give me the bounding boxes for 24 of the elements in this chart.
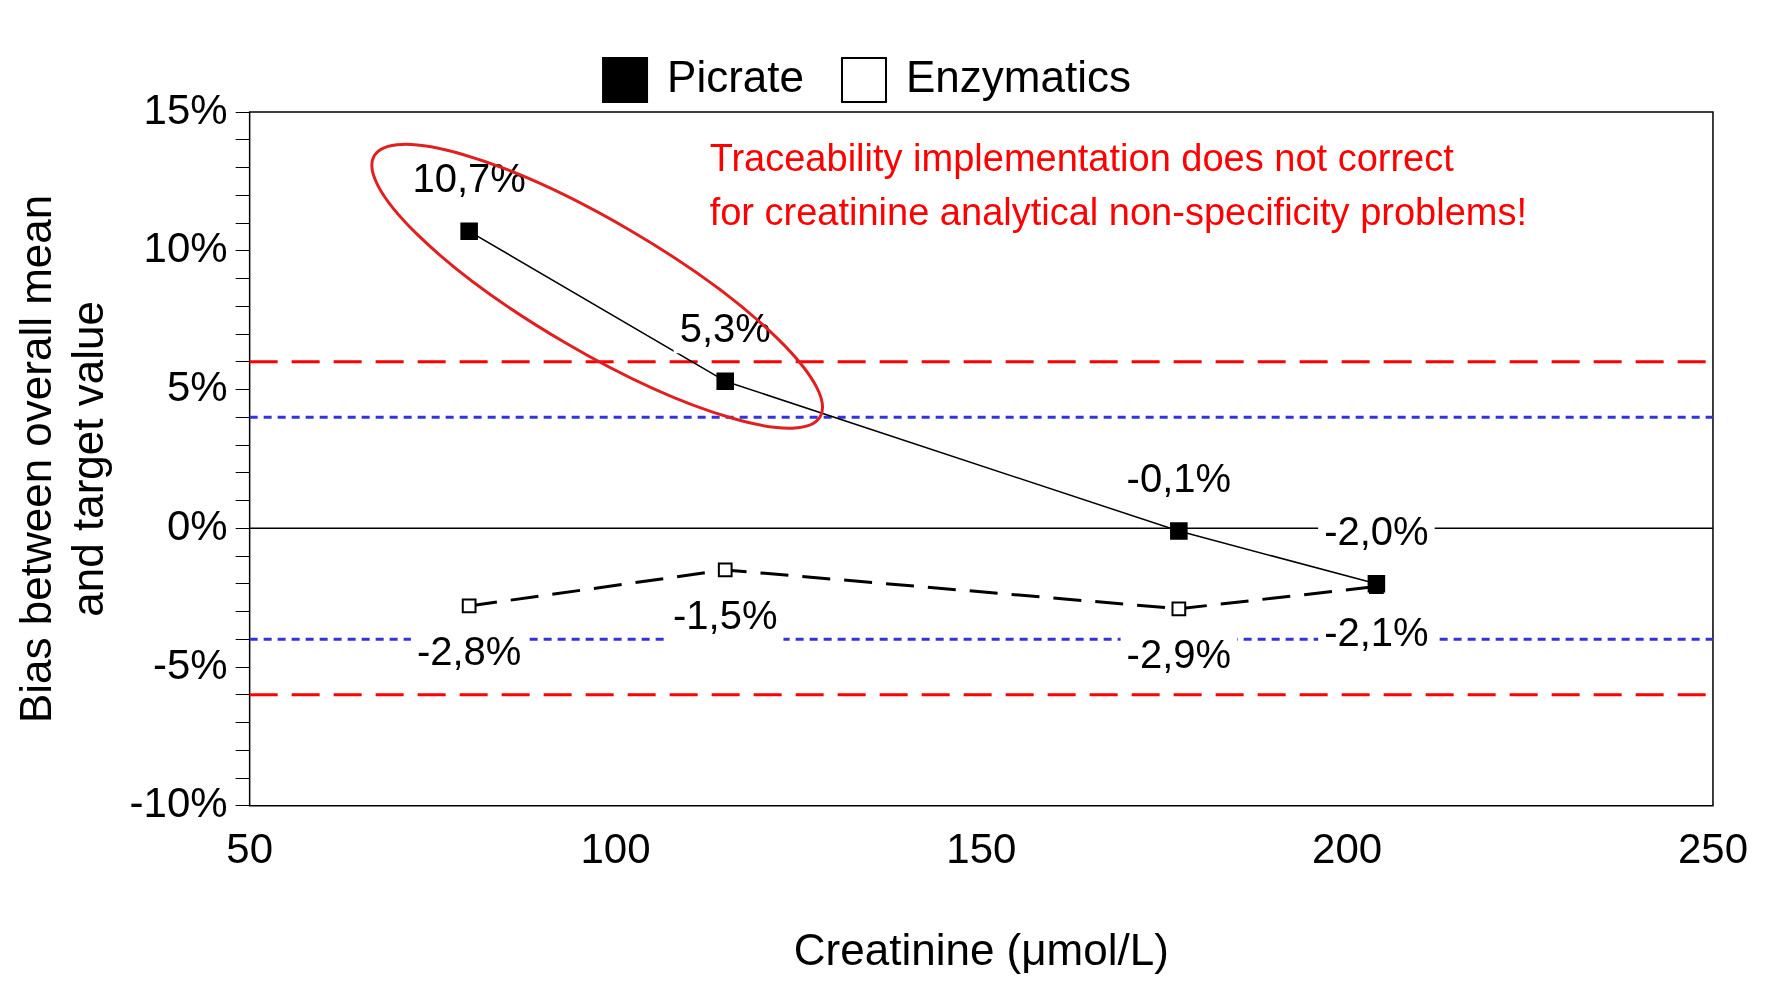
x-axis-title: Creatinine (μmol/L) bbox=[793, 924, 1169, 974]
x-tick-label: 250 bbox=[1677, 824, 1748, 872]
data-label: -2,1% bbox=[1324, 609, 1429, 654]
data-label: -0,1% bbox=[1126, 456, 1232, 501]
data-label: -1,5% bbox=[672, 592, 778, 637]
x-tick-label: 100 bbox=[580, 824, 651, 872]
y-tick-label: 0% bbox=[166, 501, 228, 549]
y-tick-label: 15% bbox=[143, 85, 228, 133]
data-label: 10,7% bbox=[412, 156, 526, 201]
data-label: -2,0% bbox=[1324, 508, 1429, 553]
annotation: Traceability implementation does not correct for creatinine analytical non-specificity problems! bbox=[709, 137, 1528, 234]
y-tick-label: -5% bbox=[152, 640, 228, 688]
y-tick-label: 5% bbox=[166, 363, 228, 411]
legend-label: Picrate bbox=[667, 52, 805, 102]
data-label: 5,3% bbox=[679, 306, 771, 351]
data-label: -2,9% bbox=[1126, 631, 1232, 676]
legend-label: Enzymatics bbox=[906, 52, 1131, 102]
y-tick-label: -10% bbox=[129, 779, 228, 827]
data-label: -2,8% bbox=[416, 629, 522, 674]
x-tick-label: 200 bbox=[1312, 824, 1383, 872]
y-axis-title: Bias between overall mean and target value bbox=[10, 194, 113, 724]
x-tick-label: 150 bbox=[946, 824, 1017, 872]
y-tick-label: 10% bbox=[143, 224, 228, 272]
x-tick-label: 50 bbox=[226, 824, 274, 872]
